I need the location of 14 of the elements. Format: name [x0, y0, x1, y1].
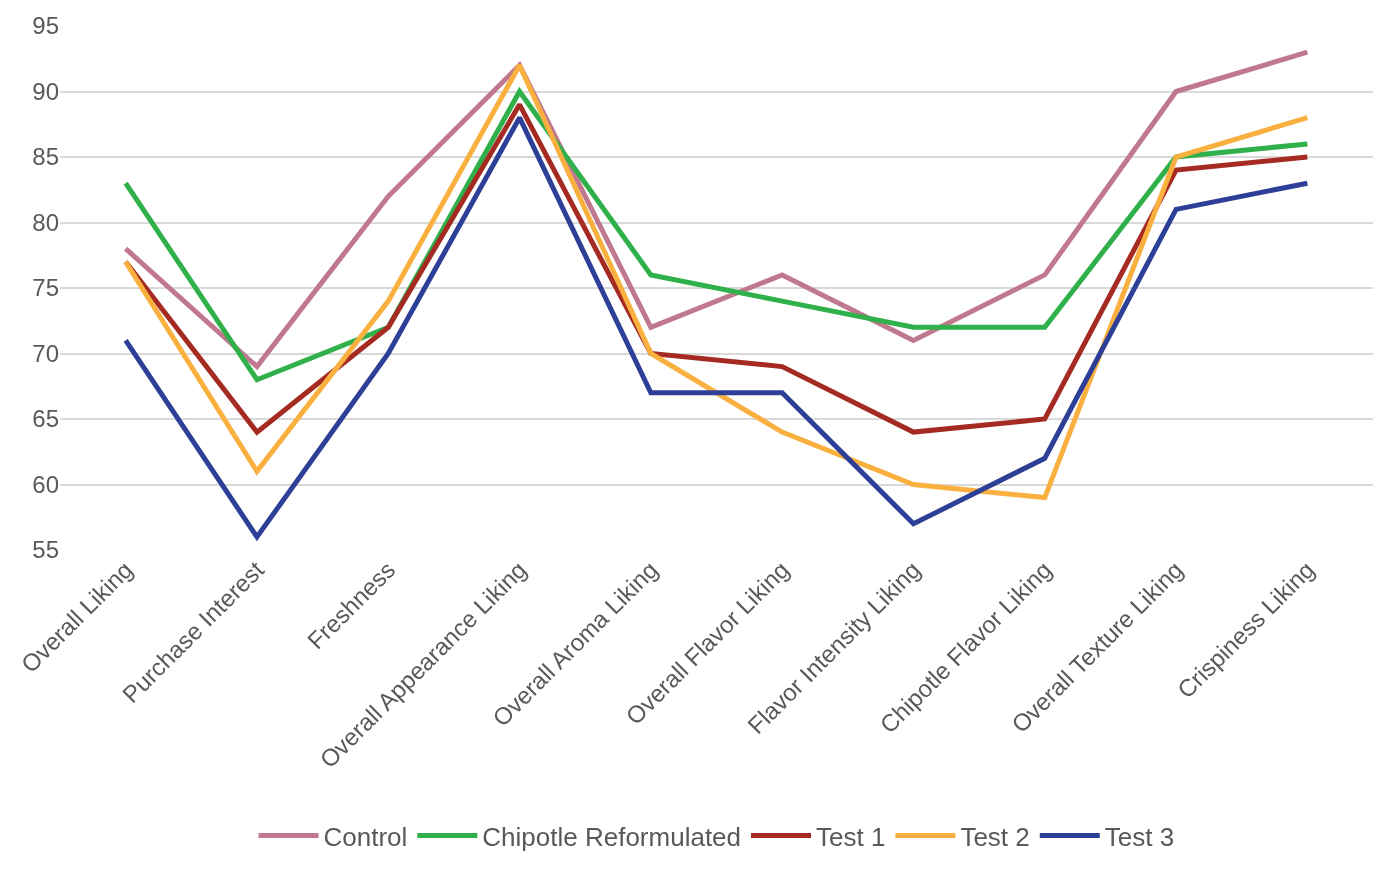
y-tick-label: 60: [32, 470, 59, 498]
y-tick-label: 80: [32, 208, 59, 236]
y-tick-label: 55: [32, 536, 59, 564]
legend-label: Chipotle Reformulated: [482, 821, 742, 852]
legend-label: Control: [323, 821, 408, 852]
y-tick-label: 85: [32, 143, 59, 171]
y-tick-label: 65: [32, 405, 59, 433]
y-tick-label: 95: [32, 12, 59, 40]
legend-label: Test 2: [960, 821, 1030, 852]
legend-label: Test 3: [1104, 821, 1175, 852]
legend-label: Test 1: [816, 821, 886, 852]
y-tick-label: 75: [32, 274, 59, 302]
y-tick-label: 90: [32, 77, 59, 105]
y-tick-label: 70: [32, 339, 59, 367]
